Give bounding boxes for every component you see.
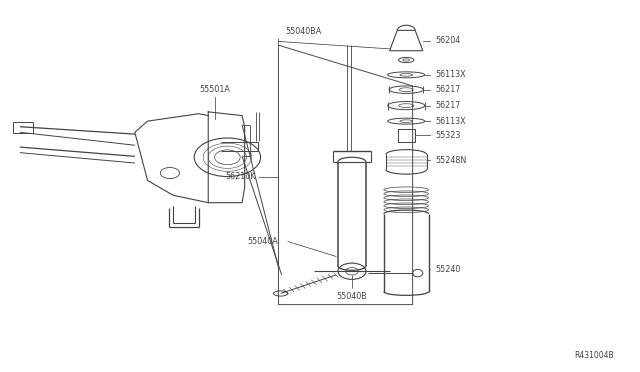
- Text: 56210K: 56210K: [226, 172, 256, 181]
- Text: 55248N: 55248N: [436, 155, 467, 164]
- Text: 56217: 56217: [436, 85, 461, 94]
- Text: R431004B: R431004B: [574, 351, 614, 360]
- Text: 56113X: 56113X: [436, 117, 466, 126]
- Text: 56204: 56204: [436, 36, 461, 45]
- Text: 56113X: 56113X: [436, 70, 466, 79]
- Text: 55501A: 55501A: [199, 86, 230, 94]
- Text: 55240: 55240: [436, 265, 461, 274]
- Text: 55040A: 55040A: [248, 237, 278, 246]
- Text: 56217: 56217: [436, 101, 461, 110]
- Text: 55323: 55323: [436, 131, 461, 140]
- Text: 55040BA: 55040BA: [285, 27, 321, 36]
- Text: 55040B: 55040B: [337, 292, 367, 301]
